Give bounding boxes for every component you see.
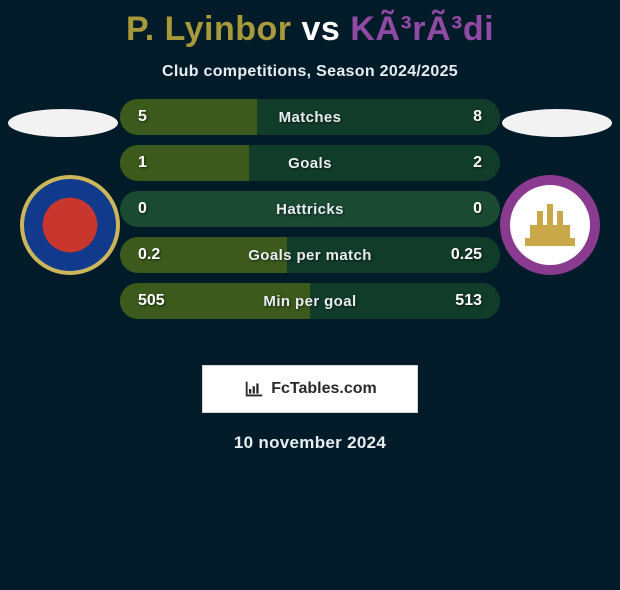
stat-label: Goals per match <box>198 247 422 264</box>
player2-photo-placeholder <box>502 109 612 137</box>
stat-value-left: 5 <box>138 108 198 126</box>
stat-value-left: 1 <box>138 154 198 172</box>
page-title: P. Lyinbor vs KÃ³rÃ³di <box>0 10 620 49</box>
stat-row: 5Matches8 <box>120 99 500 135</box>
stat-value-right: 2 <box>422 154 482 172</box>
player1-name: P. Lyinbor <box>126 10 292 48</box>
club-crest-right <box>500 175 600 275</box>
stat-value-right: 513 <box>422 292 482 310</box>
stat-value-right: 0 <box>422 200 482 218</box>
stat-row: 0Hattricks0 <box>120 191 500 227</box>
stat-row: 0.2Goals per match0.25 <box>120 237 500 273</box>
club-crest-left <box>20 175 120 275</box>
stat-label: Hattricks <box>198 201 422 218</box>
church-icon <box>525 200 575 250</box>
stat-row: 1Goals2 <box>120 145 500 181</box>
vs-word: vs <box>302 10 341 48</box>
stat-value-left: 0 <box>138 200 198 218</box>
subtitle: Club competitions, Season 2024/2025 <box>0 63 620 81</box>
stat-row: 505Min per goal513 <box>120 283 500 319</box>
player2-name: KÃ³rÃ³di <box>350 10 494 48</box>
stat-label: Matches <box>198 109 422 126</box>
stat-label: Min per goal <box>198 293 422 310</box>
stat-label: Goals <box>198 155 422 172</box>
comparison-panel: 5Matches8 1Goals2 0Hattricks0 0.2Goals per … <box>0 99 620 359</box>
stat-value-left: 505 <box>138 292 198 310</box>
player1-photo-placeholder <box>8 109 118 137</box>
brand-box: FcTables.com <box>202 365 418 413</box>
stat-list: 5Matches8 1Goals2 0Hattricks0 0.2Goals per … <box>120 99 500 329</box>
stat-value-right: 0.25 <box>422 246 482 264</box>
stat-value-left: 0.2 <box>138 246 198 264</box>
stat-value-right: 8 <box>422 108 482 126</box>
date-text: 10 november 2024 <box>0 433 620 453</box>
brand-text: FcTables.com <box>271 380 377 398</box>
bar-chart-icon <box>243 378 265 400</box>
